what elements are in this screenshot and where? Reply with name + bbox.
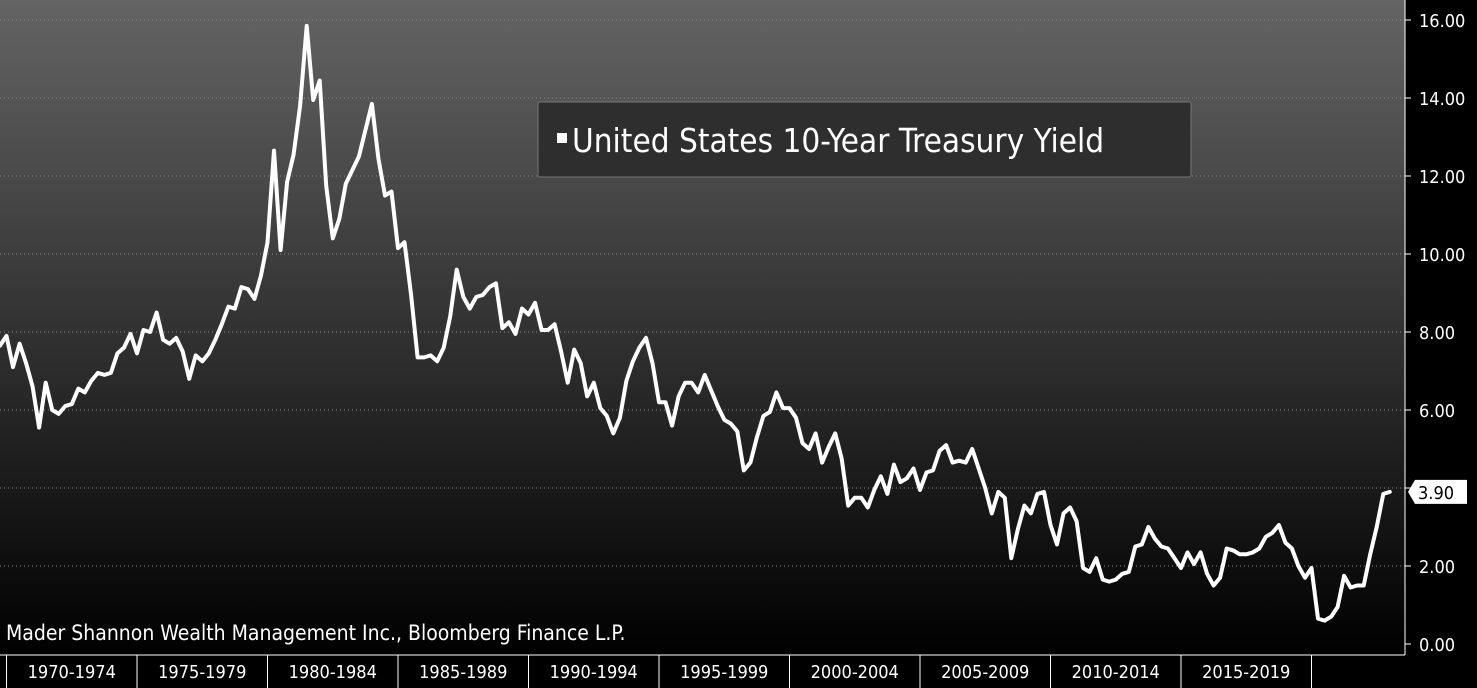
x-tick-label: 2015-2019 [1202, 662, 1290, 683]
axis-background [1405, 0, 1477, 688]
x-tick-label: 1975-1979 [158, 662, 246, 683]
last-value-label: 3.90 [1418, 483, 1454, 504]
series-layer [0, 23, 1392, 623]
y-axis: 0.00 2.00 6.00 8.00 10.00 12.00 14.00 16.00 [1404, 0, 1465, 656]
y-tick-label: 0.00 [1419, 635, 1455, 656]
x-tick-label: 2000-2004 [811, 662, 899, 683]
x-tick-label: 1985-1989 [419, 662, 507, 683]
x-tick-label: 2010-2014 [1072, 662, 1160, 683]
legend-swatch [557, 133, 567, 143]
y-tick-label: 12.00 [1419, 167, 1465, 188]
x-tick-label: 1970-1974 [28, 662, 116, 683]
y-tick-label: 14.00 [1419, 89, 1465, 110]
x-tick-label: 1995-1999 [680, 662, 768, 683]
last-value-box [1408, 479, 1467, 504]
y-tick-label: 16.00 [1419, 11, 1465, 32]
y-tick-label: 10.00 [1419, 245, 1465, 266]
x-tick-label: 1980-1984 [289, 662, 377, 683]
y-tick-label: 2.00 [1419, 557, 1455, 578]
x-tick-label: 2005-2009 [941, 662, 1029, 683]
x-axis: 1970-1974 1975-1979 1980-1984 1985-1989 1990… [0, 654, 1405, 688]
x-axis-band [0, 655, 1405, 688]
y-tick-label: 8.00 [1419, 323, 1455, 344]
legend-box [537, 101, 1192, 178]
x-tick-label: 1990-1994 [550, 662, 638, 683]
series-line [0, 23, 1392, 623]
plot-background [0, 0, 1405, 655]
y-tick-label: 6.00 [1419, 401, 1455, 422]
legend: United States 10-Year Treasury Yield [537, 101, 1192, 178]
legend-label: United States 10-Year Treasury Yield [572, 121, 1104, 160]
last-value-marker: 3.90 [1408, 479, 1467, 504]
source-text: Mader Shannon Wealth Management Inc., Bl… [6, 621, 626, 645]
